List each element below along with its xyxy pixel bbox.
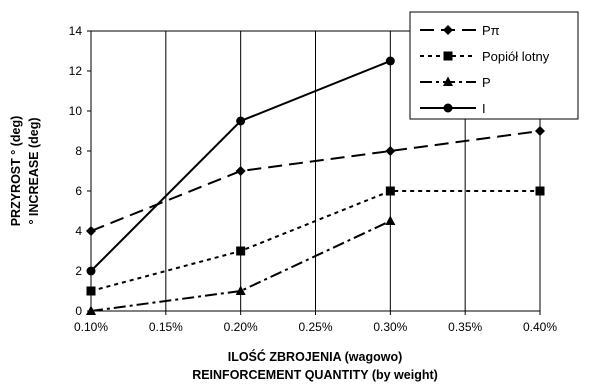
- y-tick-label: 14: [69, 24, 83, 38]
- legend-label: I: [482, 101, 486, 116]
- data-point-circle: [236, 116, 246, 126]
- x-axis-title: ILOŚĆ ZBROJENIA (wagowo): [228, 349, 403, 364]
- y-tick-label: 2: [75, 264, 82, 278]
- series-line: [90, 190, 540, 292]
- x-tick-label: 0.15%: [149, 320, 183, 334]
- legend-label: Popiół lotny: [482, 49, 550, 64]
- y-tick-label: 10: [69, 104, 83, 118]
- legend-label: Pπ: [482, 23, 500, 38]
- data-point-diamond: [535, 126, 545, 136]
- data-point-square: [86, 286, 96, 296]
- x-axis-ticks: 0.10% 0.15% 0.20% 0.25% 0.30% 0.35% 0.40%: [74, 311, 557, 334]
- data-point-square: [385, 186, 395, 196]
- legend-item: Popiół lotny: [420, 49, 550, 64]
- y-axis-title: PRZYROST ° (deg): [9, 116, 23, 227]
- legend-item: P: [420, 75, 491, 90]
- series-line: [90, 220, 391, 312]
- series-line: [90, 130, 541, 232]
- data-point-circle: [385, 56, 395, 66]
- series: [86, 56, 545, 315]
- legend-label: P: [482, 75, 491, 90]
- legend: Pπ Popiół lotny PI: [409, 11, 579, 120]
- legend-box: [409, 11, 579, 120]
- legend-marker-diamond: [443, 25, 453, 35]
- y-tick-label: 4: [75, 224, 82, 238]
- y-axis-ticks: 0 2 4 6 8 10 12 14: [69, 24, 91, 318]
- legend-item: Pπ: [420, 23, 500, 38]
- legend-marker-triangle: [443, 76, 453, 86]
- data-point-triangle: [385, 215, 396, 225]
- x-tick-label: 0.25%: [298, 320, 332, 334]
- series-2: [86, 186, 545, 296]
- series-1: [86, 126, 545, 236]
- data-point-diamond: [385, 146, 396, 156]
- data-point-triangle: [235, 285, 246, 295]
- x-tick-label: 0.10%: [74, 320, 108, 334]
- x-tick-label: 0.30%: [373, 320, 407, 334]
- data-point-square: [535, 186, 545, 196]
- series-3: [86, 215, 396, 315]
- y-tick-label: 0: [75, 304, 82, 318]
- data-point-triangle: [86, 305, 96, 315]
- legend-item: I: [420, 101, 486, 116]
- x-tick-label: 0.20%: [224, 320, 258, 334]
- x-axis-title-english: REINFORCEMENT QUANTITY (by weight): [192, 368, 438, 382]
- data-point-square: [236, 246, 246, 256]
- y-tick-label: 6: [75, 184, 82, 198]
- y-tick-label: 12: [69, 64, 83, 78]
- legend-marker-circle: [443, 103, 453, 113]
- y-axis-title-english: ° INCREASE (deg): [27, 117, 41, 224]
- data-point-diamond: [235, 166, 246, 176]
- y-tick-label: 8: [75, 144, 82, 158]
- legend-marker-square: [443, 51, 453, 61]
- x-tick-label: 0.35%: [448, 320, 482, 334]
- x-tick-label: 0.40%: [523, 320, 557, 334]
